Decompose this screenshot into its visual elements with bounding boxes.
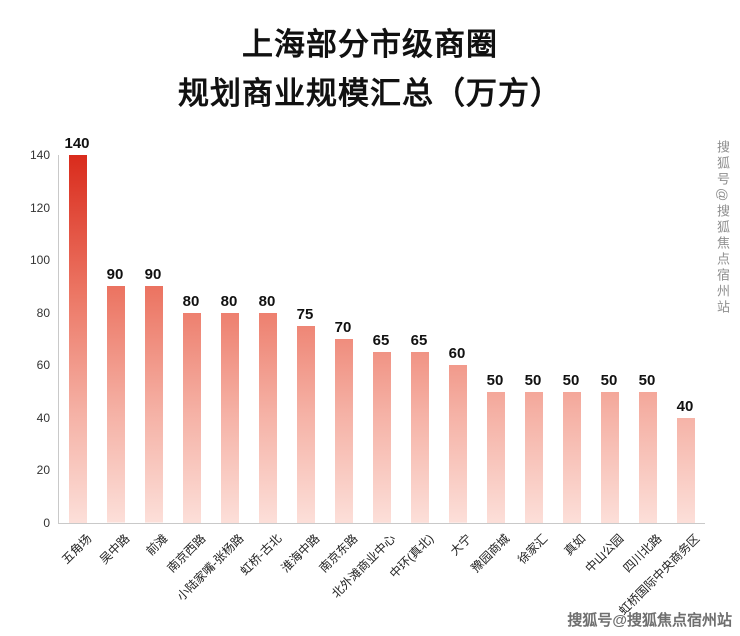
bar-value-label: 80: [258, 292, 276, 310]
x-axis-label: 前滩: [143, 531, 171, 559]
bar-value-label: 50: [600, 371, 618, 389]
bar: [69, 155, 87, 523]
x-axis-label: 徐家汇: [514, 531, 551, 567]
y-tick-label: 0: [43, 516, 50, 530]
bar: [335, 339, 353, 523]
bar-value-label: 40: [676, 397, 694, 415]
bar-value-label: 50: [486, 371, 504, 389]
bar-value-label: 80: [182, 292, 200, 310]
bar: [145, 286, 163, 523]
y-tick-label: 20: [36, 463, 50, 478]
bar: [487, 391, 505, 523]
bar-value-label: 65: [410, 332, 428, 350]
chart-title: 上海部分市级商圈 规划商业规模汇总（万方）: [0, 20, 740, 118]
bar-value-label: 70: [334, 319, 352, 336]
bar: [677, 417, 695, 523]
bar: [259, 312, 277, 523]
chart-title-line2: 规划商业规模汇总（万方）: [178, 76, 562, 111]
watermark-side: 搜狐号@搜狐焦点宿州站: [715, 140, 730, 317]
bar-value-label: 65: [372, 332, 390, 350]
y-tick-label: 140: [29, 148, 50, 162]
x-axis-label: 真如: [561, 531, 589, 559]
x-axis-label: 中山公园: [582, 531, 627, 576]
y-tick-label: 40: [36, 410, 50, 425]
plot-area: [58, 155, 705, 524]
bar: [183, 312, 201, 523]
x-axis-label: 五角场: [58, 531, 95, 567]
y-tick-label: 60: [36, 358, 50, 373]
y-tick-label: 120: [29, 200, 50, 215]
bar: [449, 365, 467, 523]
bar-value-label: 75: [296, 305, 314, 323]
bar: [601, 391, 619, 523]
bar-value-label: 90: [106, 266, 124, 284]
bar: [373, 352, 391, 523]
x-axis-label: 大宁: [447, 531, 475, 559]
x-axis-label: 淮海中路: [278, 531, 323, 576]
x-axis-label: 虹桥-古北: [237, 531, 285, 579]
chart-title-line1: 上海部分市级商圈: [242, 27, 498, 62]
watermark-bottom: 搜狐号@搜狐焦点宿州站: [567, 612, 732, 629]
y-tick-label: 80: [36, 305, 50, 320]
bar-value-label: 60: [448, 345, 466, 363]
bar-value-label: 90: [144, 266, 162, 284]
bar: [411, 352, 429, 523]
bar: [525, 391, 543, 523]
bar-value-label: 50: [638, 371, 656, 389]
bar-value-label: 50: [562, 371, 580, 389]
bar: [107, 286, 125, 523]
bar: [563, 391, 581, 523]
bar-value-label: 140: [64, 135, 90, 152]
bar: [639, 391, 657, 523]
bar: [221, 312, 239, 523]
bar-value-label: 50: [524, 371, 542, 389]
bar: [297, 325, 315, 523]
x-axis-label: 豫园商城: [468, 531, 513, 576]
x-axis-label: 吴中路: [96, 531, 133, 567]
bar-value-label: 80: [220, 292, 238, 310]
y-tick-label: 100: [29, 253, 50, 268]
